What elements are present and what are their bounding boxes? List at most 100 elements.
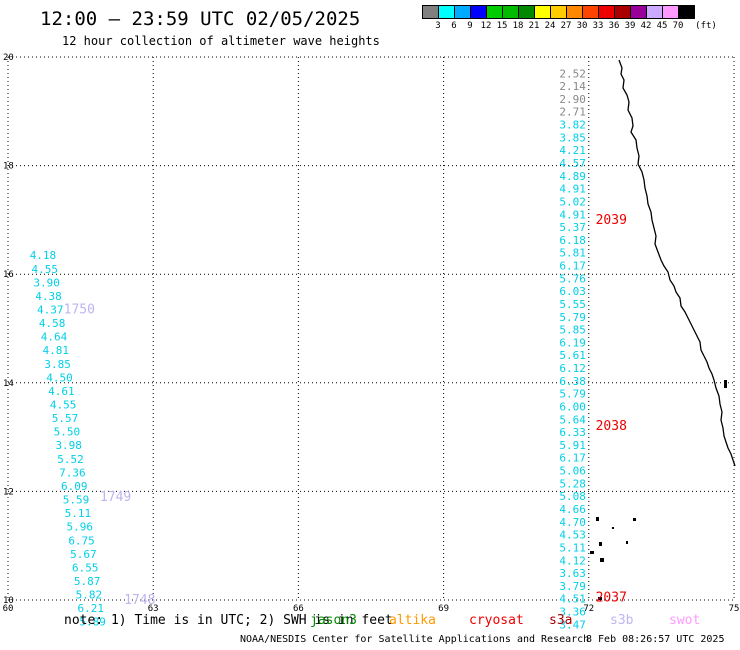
- lat-tick-label: 20: [3, 53, 14, 63]
- wave-height-value: 3.79: [559, 580, 586, 593]
- wave-height-value: 4.51: [559, 593, 586, 606]
- color-scale-unit: (ft): [695, 21, 717, 31]
- wave-height-value: 3.85: [44, 358, 71, 371]
- wave-height-value: 3.90: [33, 276, 60, 289]
- wave-height-value: 6.12: [559, 362, 586, 375]
- lat-tick-label: 10: [3, 596, 14, 606]
- footer-credit: NOAA/NESDIS Center for Satellite Applica…: [240, 634, 590, 645]
- wave-height-value: 4.53: [559, 529, 586, 542]
- pass-time-label: 1748: [124, 593, 155, 608]
- legend-s3a: s3a: [549, 613, 573, 628]
- color-scale-label: 15: [496, 21, 508, 31]
- color-scale-label: 18: [512, 21, 524, 31]
- color-scale-label: 39: [624, 21, 636, 31]
- color-scale-label: 27: [560, 21, 572, 31]
- wave-height-value: 3.47: [559, 618, 586, 631]
- wave-height-value: 5.11: [559, 541, 586, 554]
- legend-s3b: s3b: [610, 613, 634, 628]
- wave-height-value: 3.63: [559, 567, 586, 580]
- map-grid: [7, 56, 735, 601]
- color-scale-label: 6: [451, 21, 457, 31]
- wave-height-value: 4.61: [48, 385, 75, 398]
- wave-height-value: 5.50: [54, 426, 81, 439]
- pass-time-label: 2037: [596, 590, 627, 605]
- lon-tick-label: 72: [583, 604, 594, 614]
- wave-height-value: 5.02: [559, 195, 586, 208]
- legend-swot: swot: [669, 613, 701, 628]
- wave-height-value: 5.96: [66, 521, 93, 534]
- wave-height-value: 5.61: [559, 349, 586, 362]
- wave-height-value: 4.21: [559, 144, 586, 157]
- pass-time-label: 2038: [596, 419, 627, 434]
- color-scale-label: 36: [608, 21, 620, 31]
- lat-tick-label: 16: [3, 270, 14, 280]
- wave-height-value: 5.08: [559, 490, 586, 503]
- altimeter-tracks: 2.522.142.902.713.823.854.214.574.894.91…: [30, 67, 627, 631]
- page-title: 12:00 – 23:59 UTC 02/05/2025: [40, 8, 361, 30]
- wave-height-value: 6.33: [559, 426, 586, 439]
- wave-height-value: 4.38: [35, 290, 62, 303]
- pass-time-label: 1750: [64, 302, 95, 317]
- wave-height-value: 6.21: [78, 602, 105, 615]
- wave-height-value: 4.89: [559, 170, 586, 183]
- wave-height-value: 5.28: [559, 477, 586, 490]
- wave-height-value: 5.91: [559, 439, 586, 452]
- wave-height-value: 4.70: [559, 516, 586, 529]
- footer-timestamp: 8 Feb 08:26:57 UTC 2025: [586, 634, 725, 645]
- lat-tick-label: 14: [3, 379, 14, 389]
- wave-height-value: 5.82: [76, 589, 103, 602]
- wave-height-value: 4.12: [559, 554, 586, 567]
- wave-height-value: 2.14: [559, 80, 586, 93]
- wave-height-value: 3.82: [559, 119, 586, 132]
- legend-altika: altika: [389, 613, 436, 628]
- wave-height-value: 6.19: [559, 336, 586, 349]
- wave-height-value: 6.18: [559, 234, 586, 247]
- color-scale-label: 70: [672, 21, 684, 31]
- wave-height-value: 2.71: [559, 106, 586, 119]
- lat-tick-label: 12: [3, 487, 14, 497]
- wave-height-value: 6.00: [559, 400, 586, 413]
- wave-height-value: 4.55: [50, 399, 77, 412]
- lon-tick-label: 60: [3, 604, 14, 614]
- wave-height-value: 6.17: [559, 260, 586, 273]
- wave-height-value: 2.52: [559, 67, 586, 80]
- wave-height-value: 5.79: [559, 388, 586, 401]
- wave-height-value: 5.11: [65, 507, 92, 520]
- wave-height-value: 5.87: [74, 575, 101, 588]
- legend-cryosat: cryosat: [469, 613, 524, 628]
- lon-tick-label: 63: [148, 604, 159, 614]
- wave-height-value: 5.89: [79, 616, 106, 629]
- color-scale-label: 12: [480, 21, 492, 31]
- wave-height-value: 3.98: [55, 439, 82, 452]
- pass-time-label: 1749: [100, 490, 131, 505]
- wave-height-value: 4.91: [559, 183, 586, 196]
- wave-height-value: 4.57: [559, 157, 586, 170]
- color-scale-label: 45: [656, 21, 668, 31]
- legend-note: note: 1) Time is in UTC; 2) SWH is in fe…: [64, 613, 393, 628]
- wave-height-value: 5.81: [559, 247, 586, 260]
- legend-jason3: jason3: [310, 613, 357, 628]
- color-swatch: [678, 5, 695, 19]
- lon-tick-label: 69: [438, 604, 449, 614]
- wave-height-value: 5.64: [559, 413, 586, 426]
- axis-labels: 60 63 66 69 72 75 20 18 16 14 12 10: [3, 53, 740, 614]
- wave-height-value: 6.75: [68, 534, 95, 547]
- lon-tick-label: 75: [729, 604, 740, 614]
- color-scale: [422, 5, 695, 19]
- wave-height-value: 6.09: [61, 480, 88, 493]
- wave-height-value: 2.90: [559, 93, 586, 106]
- wave-height-value: 5.52: [57, 453, 84, 466]
- color-scale-label: 24: [544, 21, 556, 31]
- wave-height-value: 4.37: [37, 303, 64, 316]
- offshore-islands: [590, 380, 727, 600]
- wave-height-value: 5.79: [559, 311, 586, 324]
- wave-height-value: 6.55: [72, 561, 99, 574]
- wave-height-value: 4.91: [559, 208, 586, 221]
- wave-height-value: 6.38: [559, 375, 586, 388]
- wave-height-value: 5.57: [52, 412, 79, 425]
- wave-height-value: 6.03: [559, 285, 586, 298]
- wave-height-value: 4.18: [30, 249, 57, 262]
- color-scale-label: 3: [435, 21, 441, 31]
- color-scale-label: 9: [467, 21, 473, 31]
